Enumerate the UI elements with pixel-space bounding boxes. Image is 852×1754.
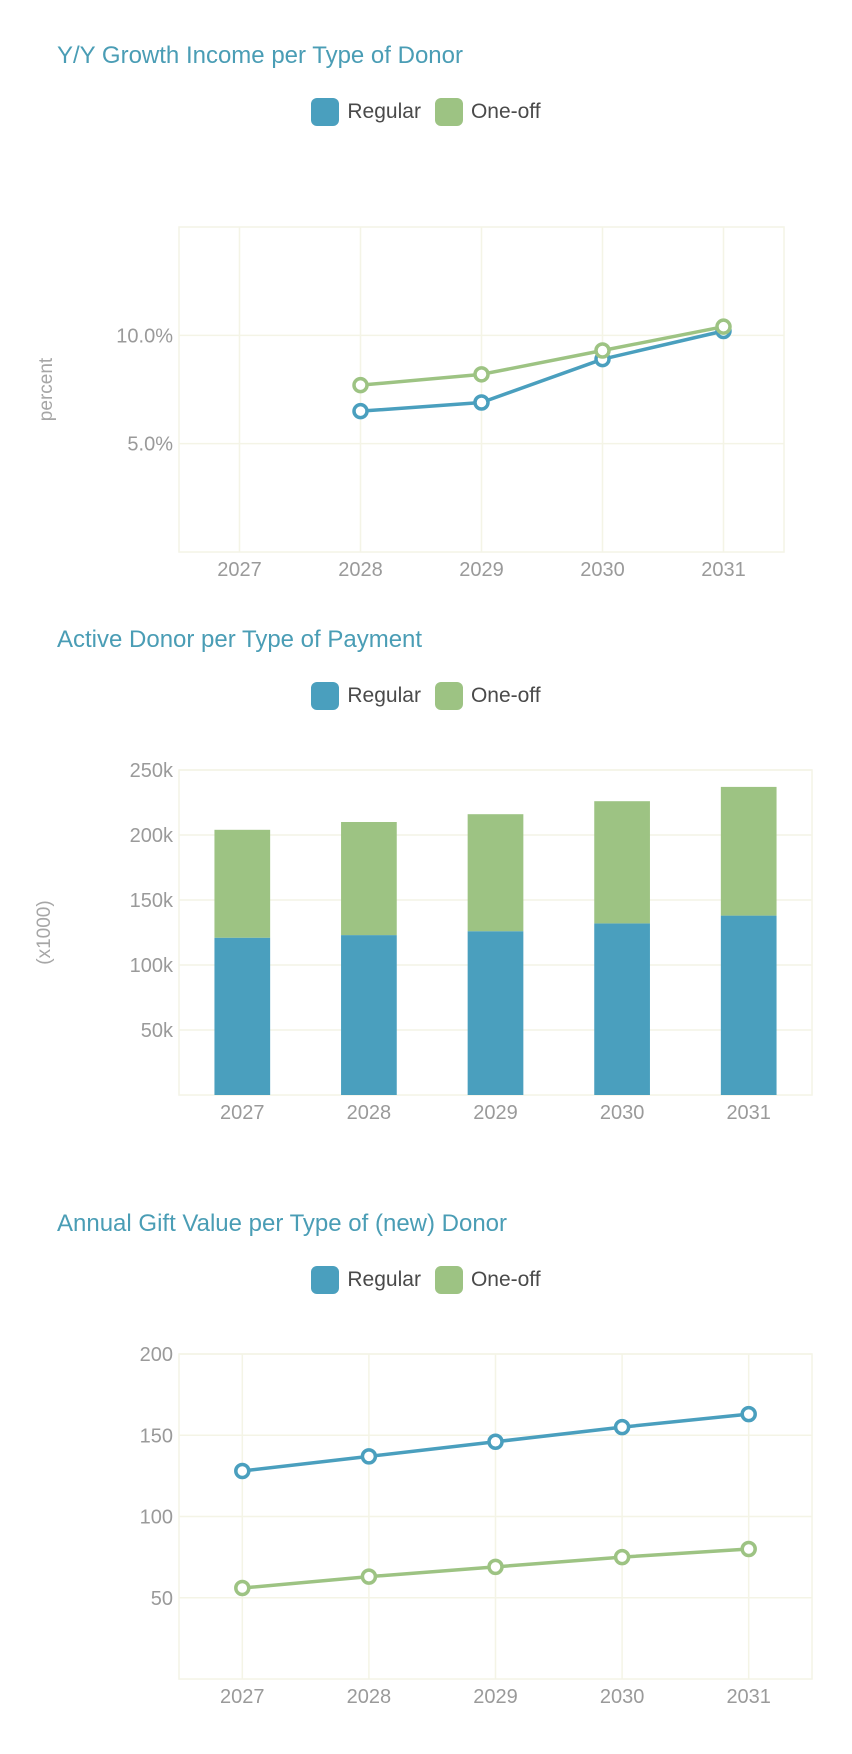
data-point-one-off-2030 — [594, 342, 611, 359]
y-axis-label: percent — [36, 357, 57, 421]
legend-item-oneoff[interactable]: One-off — [434, 682, 541, 710]
x-tick-label: 2031 — [726, 1686, 771, 1708]
data-point-one-off-2030 — [613, 1548, 631, 1566]
x-tick-label: 2028 — [347, 1102, 392, 1124]
y-tick-label: 150 — [140, 1425, 173, 1447]
x-tick-label: 2029 — [459, 559, 504, 581]
series-line-regular — [360, 329, 724, 413]
data-point-regular-2029 — [487, 1433, 504, 1450]
x-tick-label: 2027 — [220, 1102, 265, 1124]
x-tick-label: 2027 — [217, 559, 262, 581]
legend-item-regular[interactable]: Regular — [311, 682, 421, 710]
legend-label-regular: Regular — [347, 684, 421, 707]
gift-line-chart: 50 100 150 200 2027 2028 2029 2030 2031 — [140, 1344, 813, 1708]
growth-chart-legend: Regular One-off — [0, 98, 852, 126]
data-point-regular-2027 — [234, 1462, 251, 1480]
data-point-regular-2028 — [360, 1448, 378, 1465]
gift-chart-section: Annual Gift Value per Type of (new) Dono… — [0, 1210, 852, 1738]
bar-regular-2028 — [341, 935, 397, 1095]
donors-chart-legend: Regular One-off — [0, 682, 852, 710]
growth-line-chart: 5.0% 10.0% 2027 2028 2029 2030 2031 percent — [36, 226, 785, 581]
bar-one-off-2027 — [214, 829, 271, 938]
data-point-regular-2028 — [352, 402, 369, 420]
data-point-one-off-2029 — [487, 1558, 504, 1576]
growth-chart-section: Y/Y Growth Income per Type of Donor Regu… — [0, 42, 852, 581]
data-point-one-off-2027 — [234, 1579, 251, 1597]
y-axis-label: (x1000) — [34, 900, 55, 964]
bar-regular-2029 — [467, 931, 524, 1095]
x-tick-label: 2030 — [580, 559, 625, 581]
gift-chart-title: Annual Gift Value per Type of (new) Dono… — [57, 1210, 508, 1237]
legend-swatch-regular — [311, 98, 340, 126]
legend-label-oneoff: One-off — [470, 684, 541, 707]
y-tick-label: 50k — [141, 1020, 174, 1042]
legend-swatch-regular — [311, 1266, 340, 1294]
y-tick-label: 200k — [130, 825, 174, 847]
x-tick-label: 2030 — [600, 1686, 645, 1708]
legend-swatch-oneoff — [434, 682, 463, 710]
y-tick-label: 10.0% — [116, 325, 173, 347]
donors-chart-title: Active Donor per Type of Payment — [57, 626, 423, 653]
donors-bar-chart: 50k 100k 150k 200k 250k 2027 2028 2029 2030 2031 (… — [34, 760, 813, 1124]
bar-regular-2030 — [594, 923, 650, 1095]
legend-label-regular: Regular — [347, 100, 421, 123]
legend-item-regular[interactable]: Regular — [311, 98, 421, 126]
legend-swatch-oneoff — [434, 1266, 463, 1294]
data-point-one-off-2031 — [715, 318, 732, 335]
legend-label-regular: Regular — [347, 1268, 421, 1291]
bar-one-off-2029 — [467, 814, 524, 932]
legend-item-regular[interactable]: Regular — [311, 1266, 421, 1294]
data-point-one-off-2031 — [740, 1540, 757, 1558]
x-tick-label: 2027 — [220, 1686, 265, 1708]
legend-item-oneoff[interactable]: One-off — [434, 1266, 541, 1294]
x-tick-label: 2028 — [338, 559, 383, 581]
legend-item-oneoff[interactable]: One-off — [434, 98, 541, 126]
x-tick-label: 2029 — [473, 1686, 518, 1708]
x-tick-label: 2031 — [726, 1102, 771, 1124]
x-tick-label: 2028 — [347, 1686, 392, 1708]
data-point-regular-2029 — [473, 394, 490, 411]
x-tick-label: 2029 — [473, 1102, 518, 1124]
data-point-one-off-2028 — [352, 376, 369, 394]
bar-one-off-2030 — [594, 801, 650, 924]
bar-one-off-2028 — [341, 822, 397, 936]
data-point-regular-2030 — [613, 1418, 631, 1436]
legend-swatch-oneoff — [434, 98, 463, 126]
data-point-one-off-2028 — [360, 1568, 378, 1585]
legend-label-oneoff: One-off — [470, 100, 541, 123]
y-tick-label: 200 — [140, 1344, 173, 1366]
growth-chart-title: Y/Y Growth Income per Type of Donor — [57, 42, 463, 69]
legend-swatch-regular — [311, 682, 340, 710]
y-tick-label: 50 — [151, 1588, 173, 1610]
bar-regular-2027 — [214, 937, 271, 1095]
y-tick-label: 100 — [140, 1507, 173, 1529]
series-line-one-off — [360, 324, 724, 387]
bar-regular-2031 — [720, 915, 777, 1095]
x-tick-label: 2031 — [701, 559, 746, 581]
data-point-regular-2031 — [740, 1405, 757, 1423]
x-tick-label: 2030 — [600, 1102, 645, 1124]
y-tick-label: 250k — [130, 760, 174, 782]
donors-chart-section: Active Donor per Type of Payment Regular… — [0, 626, 852, 1146]
bar-one-off-2031 — [720, 786, 777, 916]
legend-label-oneoff: One-off — [470, 1268, 541, 1291]
data-point-one-off-2029 — [473, 366, 490, 383]
gift-chart-legend: Regular One-off — [0, 1266, 852, 1294]
y-tick-label: 5.0% — [127, 434, 173, 456]
y-tick-label: 150k — [130, 890, 174, 912]
y-tick-label: 100k — [130, 955, 174, 977]
